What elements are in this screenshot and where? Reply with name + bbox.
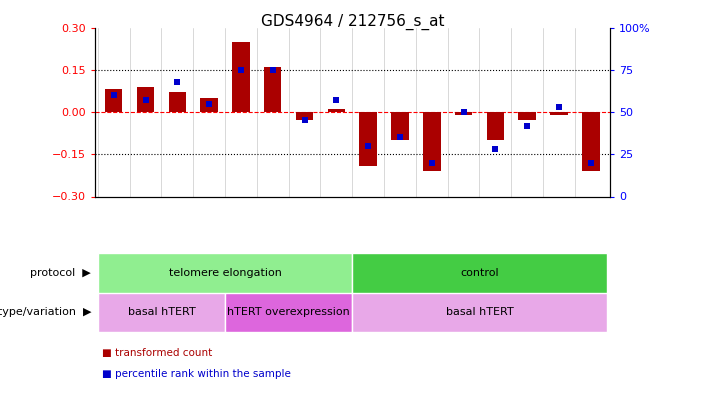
- Point: [108, 92, 119, 98]
- Text: GSM1019111: GSM1019111: [140, 253, 151, 312]
- Point: [490, 146, 501, 152]
- Text: GSM1019108: GSM1019108: [554, 253, 564, 312]
- Bar: [296, 112, 313, 120]
- Text: GSM1019109: GSM1019109: [586, 253, 596, 312]
- Text: GSM1019107: GSM1019107: [522, 253, 532, 312]
- Text: GSM1019106: GSM1019106: [491, 253, 501, 312]
- Bar: [519, 112, 536, 120]
- Point: [553, 104, 564, 110]
- Bar: [98, 293, 225, 332]
- Point: [331, 97, 342, 103]
- Text: GSM1019101: GSM1019101: [458, 253, 468, 312]
- Bar: [360, 112, 377, 165]
- Bar: [98, 253, 353, 293]
- Point: [522, 122, 533, 129]
- Text: GDS4964 / 212756_s_at: GDS4964 / 212756_s_at: [261, 14, 444, 30]
- Text: control: control: [460, 268, 499, 278]
- Text: GSM1019099: GSM1019099: [395, 253, 405, 312]
- Bar: [353, 253, 606, 293]
- Text: basal hTERT: basal hTERT: [446, 307, 513, 318]
- Bar: [105, 90, 123, 112]
- Text: GSM1019103: GSM1019103: [268, 253, 278, 312]
- Text: ■ transformed count: ■ transformed count: [102, 348, 212, 358]
- Text: basal hTERT: basal hTERT: [128, 307, 196, 318]
- Bar: [423, 112, 440, 171]
- Point: [140, 97, 151, 103]
- Bar: [168, 92, 186, 112]
- Point: [267, 66, 278, 73]
- Bar: [455, 112, 472, 115]
- Bar: [486, 112, 504, 140]
- Text: hTERT overexpression: hTERT overexpression: [227, 307, 350, 318]
- Bar: [391, 112, 409, 140]
- Text: ■ percentile rank within the sample: ■ percentile rank within the sample: [102, 369, 290, 379]
- Text: GSM1019098: GSM1019098: [363, 253, 373, 312]
- Bar: [327, 109, 345, 112]
- Bar: [550, 112, 568, 115]
- Text: GSM1019113: GSM1019113: [204, 253, 214, 312]
- Point: [172, 79, 183, 85]
- Bar: [353, 293, 606, 332]
- Point: [585, 160, 597, 166]
- Text: protocol  ▶: protocol ▶: [30, 268, 91, 278]
- Point: [395, 134, 406, 140]
- Point: [362, 143, 374, 149]
- Text: GSM1019110: GSM1019110: [109, 253, 118, 312]
- Bar: [264, 67, 282, 112]
- Point: [203, 100, 215, 107]
- Text: GSM1019102: GSM1019102: [236, 253, 246, 312]
- Text: GSM1019100: GSM1019100: [427, 253, 437, 312]
- Bar: [582, 112, 599, 171]
- Point: [458, 109, 469, 115]
- Bar: [200, 98, 218, 112]
- Text: GSM1019105: GSM1019105: [332, 253, 341, 312]
- Text: GSM1019104: GSM1019104: [299, 253, 310, 312]
- Text: genotype/variation  ▶: genotype/variation ▶: [0, 307, 91, 318]
- Bar: [137, 86, 154, 112]
- Text: telomere elongation: telomere elongation: [169, 268, 282, 278]
- Text: GSM1019112: GSM1019112: [172, 253, 182, 312]
- Point: [426, 160, 437, 166]
- Bar: [232, 42, 250, 112]
- Point: [236, 66, 247, 73]
- Bar: [225, 293, 353, 332]
- Point: [299, 117, 310, 123]
